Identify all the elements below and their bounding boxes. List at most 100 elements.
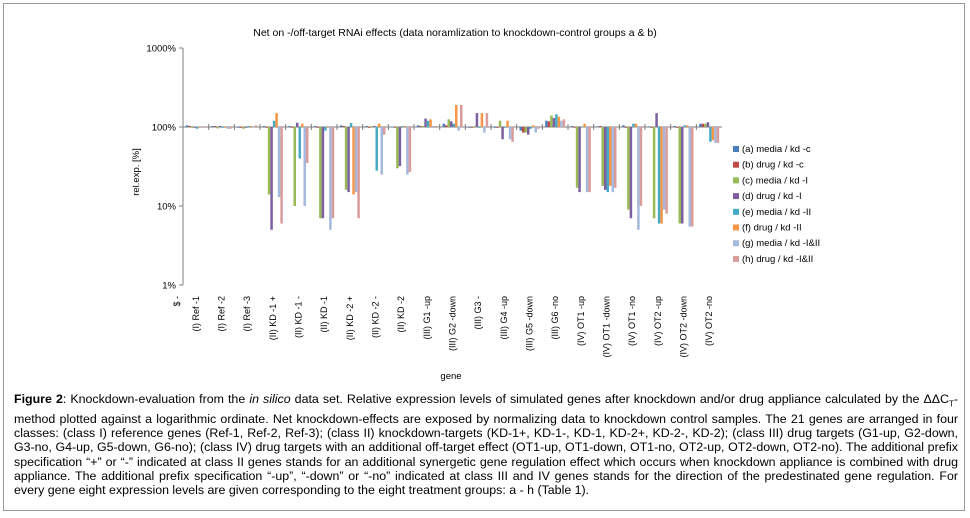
x-tick-label: (I) Ref -2 <box>217 296 227 332</box>
bar <box>485 113 489 127</box>
x-tick-label: (IV) OT2 -no <box>704 296 714 346</box>
bar <box>219 125 222 127</box>
bar <box>624 127 628 128</box>
bar <box>252 127 255 128</box>
bar <box>447 119 450 127</box>
legend-label: (b) drug / kd -c <box>742 160 804 171</box>
bar <box>406 127 409 175</box>
bar <box>321 127 325 219</box>
y-axis-label: rel.exp. [%] <box>131 148 142 196</box>
bar <box>434 125 437 127</box>
bar <box>534 127 537 133</box>
legend: (a) media / kd -c (b) drug / kd -c (c) med… <box>733 144 820 265</box>
bar <box>560 120 563 127</box>
bar <box>552 118 556 127</box>
bar <box>655 113 658 127</box>
bar <box>296 122 299 127</box>
bar <box>701 123 705 127</box>
bar <box>247 125 250 127</box>
bar <box>662 127 666 210</box>
axes: 1000% 100% 10% 1% <box>146 44 722 292</box>
bar <box>329 127 332 230</box>
bar <box>547 121 551 127</box>
bar <box>460 104 463 127</box>
bar <box>229 127 232 129</box>
x-axis-label: gene <box>440 371 461 382</box>
bar <box>711 127 715 141</box>
bars <box>185 104 720 230</box>
legend-swatch <box>733 224 739 231</box>
bar <box>288 125 291 127</box>
bar <box>421 125 425 127</box>
x-tick-label: (II) KD -1 <box>319 296 329 333</box>
bar-chart: Net on -/off-target RNAi effects (data n… <box>131 27 820 382</box>
bar <box>331 127 335 219</box>
bar <box>306 127 309 164</box>
bar <box>585 127 589 193</box>
bar <box>326 127 330 128</box>
x-tick-label: (III) G3 - <box>473 296 483 330</box>
bar <box>216 127 219 129</box>
bar <box>657 127 661 224</box>
bar <box>614 127 617 188</box>
bar <box>457 127 460 131</box>
bar <box>188 125 191 127</box>
bar <box>545 120 548 127</box>
bar <box>527 127 530 135</box>
legend-label: (d) drug / kd -I <box>742 191 802 202</box>
y-tick-label: 10% <box>157 202 177 213</box>
bar <box>632 123 635 127</box>
bar <box>537 127 540 129</box>
bar <box>316 127 320 128</box>
x-tick-label: (IV) OT2 -down <box>679 296 689 358</box>
caption-text-2: data set. Relative expression levels of … <box>290 392 949 406</box>
caption-text-3: -method plotted against a logarithmic or… <box>14 392 958 498</box>
x-tick-label: (III) G2 -down <box>448 296 458 351</box>
bar <box>575 127 579 188</box>
bar <box>354 127 358 193</box>
bar <box>368 127 371 128</box>
bar <box>193 127 196 128</box>
legend-label: (c) media / kd -I <box>742 175 808 186</box>
bar <box>203 127 206 128</box>
legend-swatch <box>733 255 739 262</box>
legend-swatch <box>733 146 739 152</box>
bar <box>483 127 486 133</box>
bar <box>570 125 574 127</box>
bar <box>393 127 397 128</box>
bar <box>601 127 604 186</box>
bar <box>352 127 355 195</box>
bar <box>519 127 522 131</box>
x-tick-label: (I) Ref -3 <box>242 296 252 332</box>
bar <box>275 113 278 127</box>
caption-italic: in silico <box>249 392 291 406</box>
x-tick-label: (IV) OT1 -no <box>627 296 637 346</box>
bar <box>237 127 240 128</box>
bar <box>647 126 651 128</box>
bar <box>691 127 694 227</box>
bar <box>522 127 525 133</box>
bar <box>562 119 566 127</box>
x-tick-label: (II) KD -1 + <box>268 296 278 340</box>
bar <box>629 127 633 219</box>
bar <box>478 127 481 128</box>
x-tick-labels: $ - (I) Ref -1 (I) Ref -2 (I) Ref -3 (II) KD… <box>172 296 714 358</box>
figure-frame <box>3 3 965 511</box>
bar <box>224 127 227 128</box>
bar <box>426 120 430 127</box>
bar <box>681 127 684 224</box>
bar <box>532 125 535 127</box>
x-tick-label: (II) KD -2 <box>396 296 406 333</box>
bar <box>557 116 561 127</box>
x-tick-label: (II) KD -2 - <box>371 296 381 338</box>
bar <box>709 127 712 142</box>
bar <box>529 127 532 129</box>
bar <box>660 127 663 224</box>
bar <box>580 126 584 128</box>
bar <box>370 125 373 127</box>
bar <box>291 127 294 128</box>
bar <box>611 127 614 193</box>
bar <box>198 127 201 128</box>
y-tick-label: 100% <box>152 123 177 134</box>
bar <box>470 127 474 128</box>
